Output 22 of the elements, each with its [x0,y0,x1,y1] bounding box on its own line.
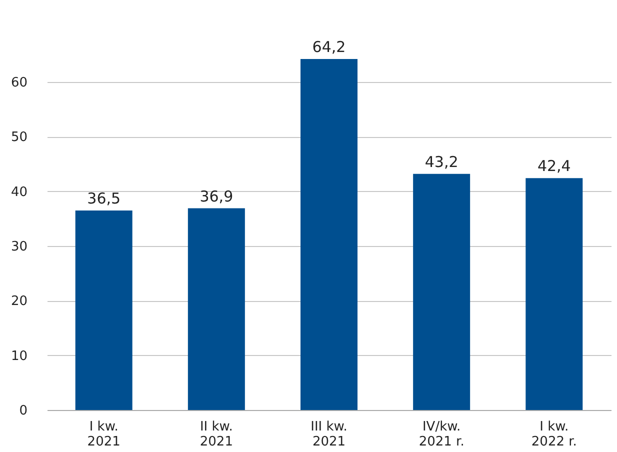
y-tick-label: 30 [10,239,28,254]
y-tick-label: 10 [10,348,28,364]
bar [188,208,245,410]
data-label: 36,5 [87,189,121,208]
y-tick-label: 20 [10,294,28,310]
bar [75,210,132,410]
x-tick-label: I kw. 2021 [87,420,120,450]
y-tick-label: 60 [10,75,28,90]
y-tick-label: 0 [19,404,28,418]
data-label: 42,4 [537,157,571,176]
data-label: 64,2 [312,38,346,56]
y-tick-label: 40 [10,184,28,200]
x-tick-label: II kw. 2021 [200,420,233,450]
x-tick-label: III kw. 2021 [310,420,348,450]
bar [413,174,470,410]
data-label: 43,2 [424,152,458,171]
bar [300,59,358,410]
y-tick-label: 50 [10,130,28,146]
x-tick-label: I kw. 2022 r. [531,420,577,450]
x-tick-label: IV/kw. 2021 r. [418,420,464,450]
data-label: 36,9 [200,187,234,206]
bar [526,178,583,410]
